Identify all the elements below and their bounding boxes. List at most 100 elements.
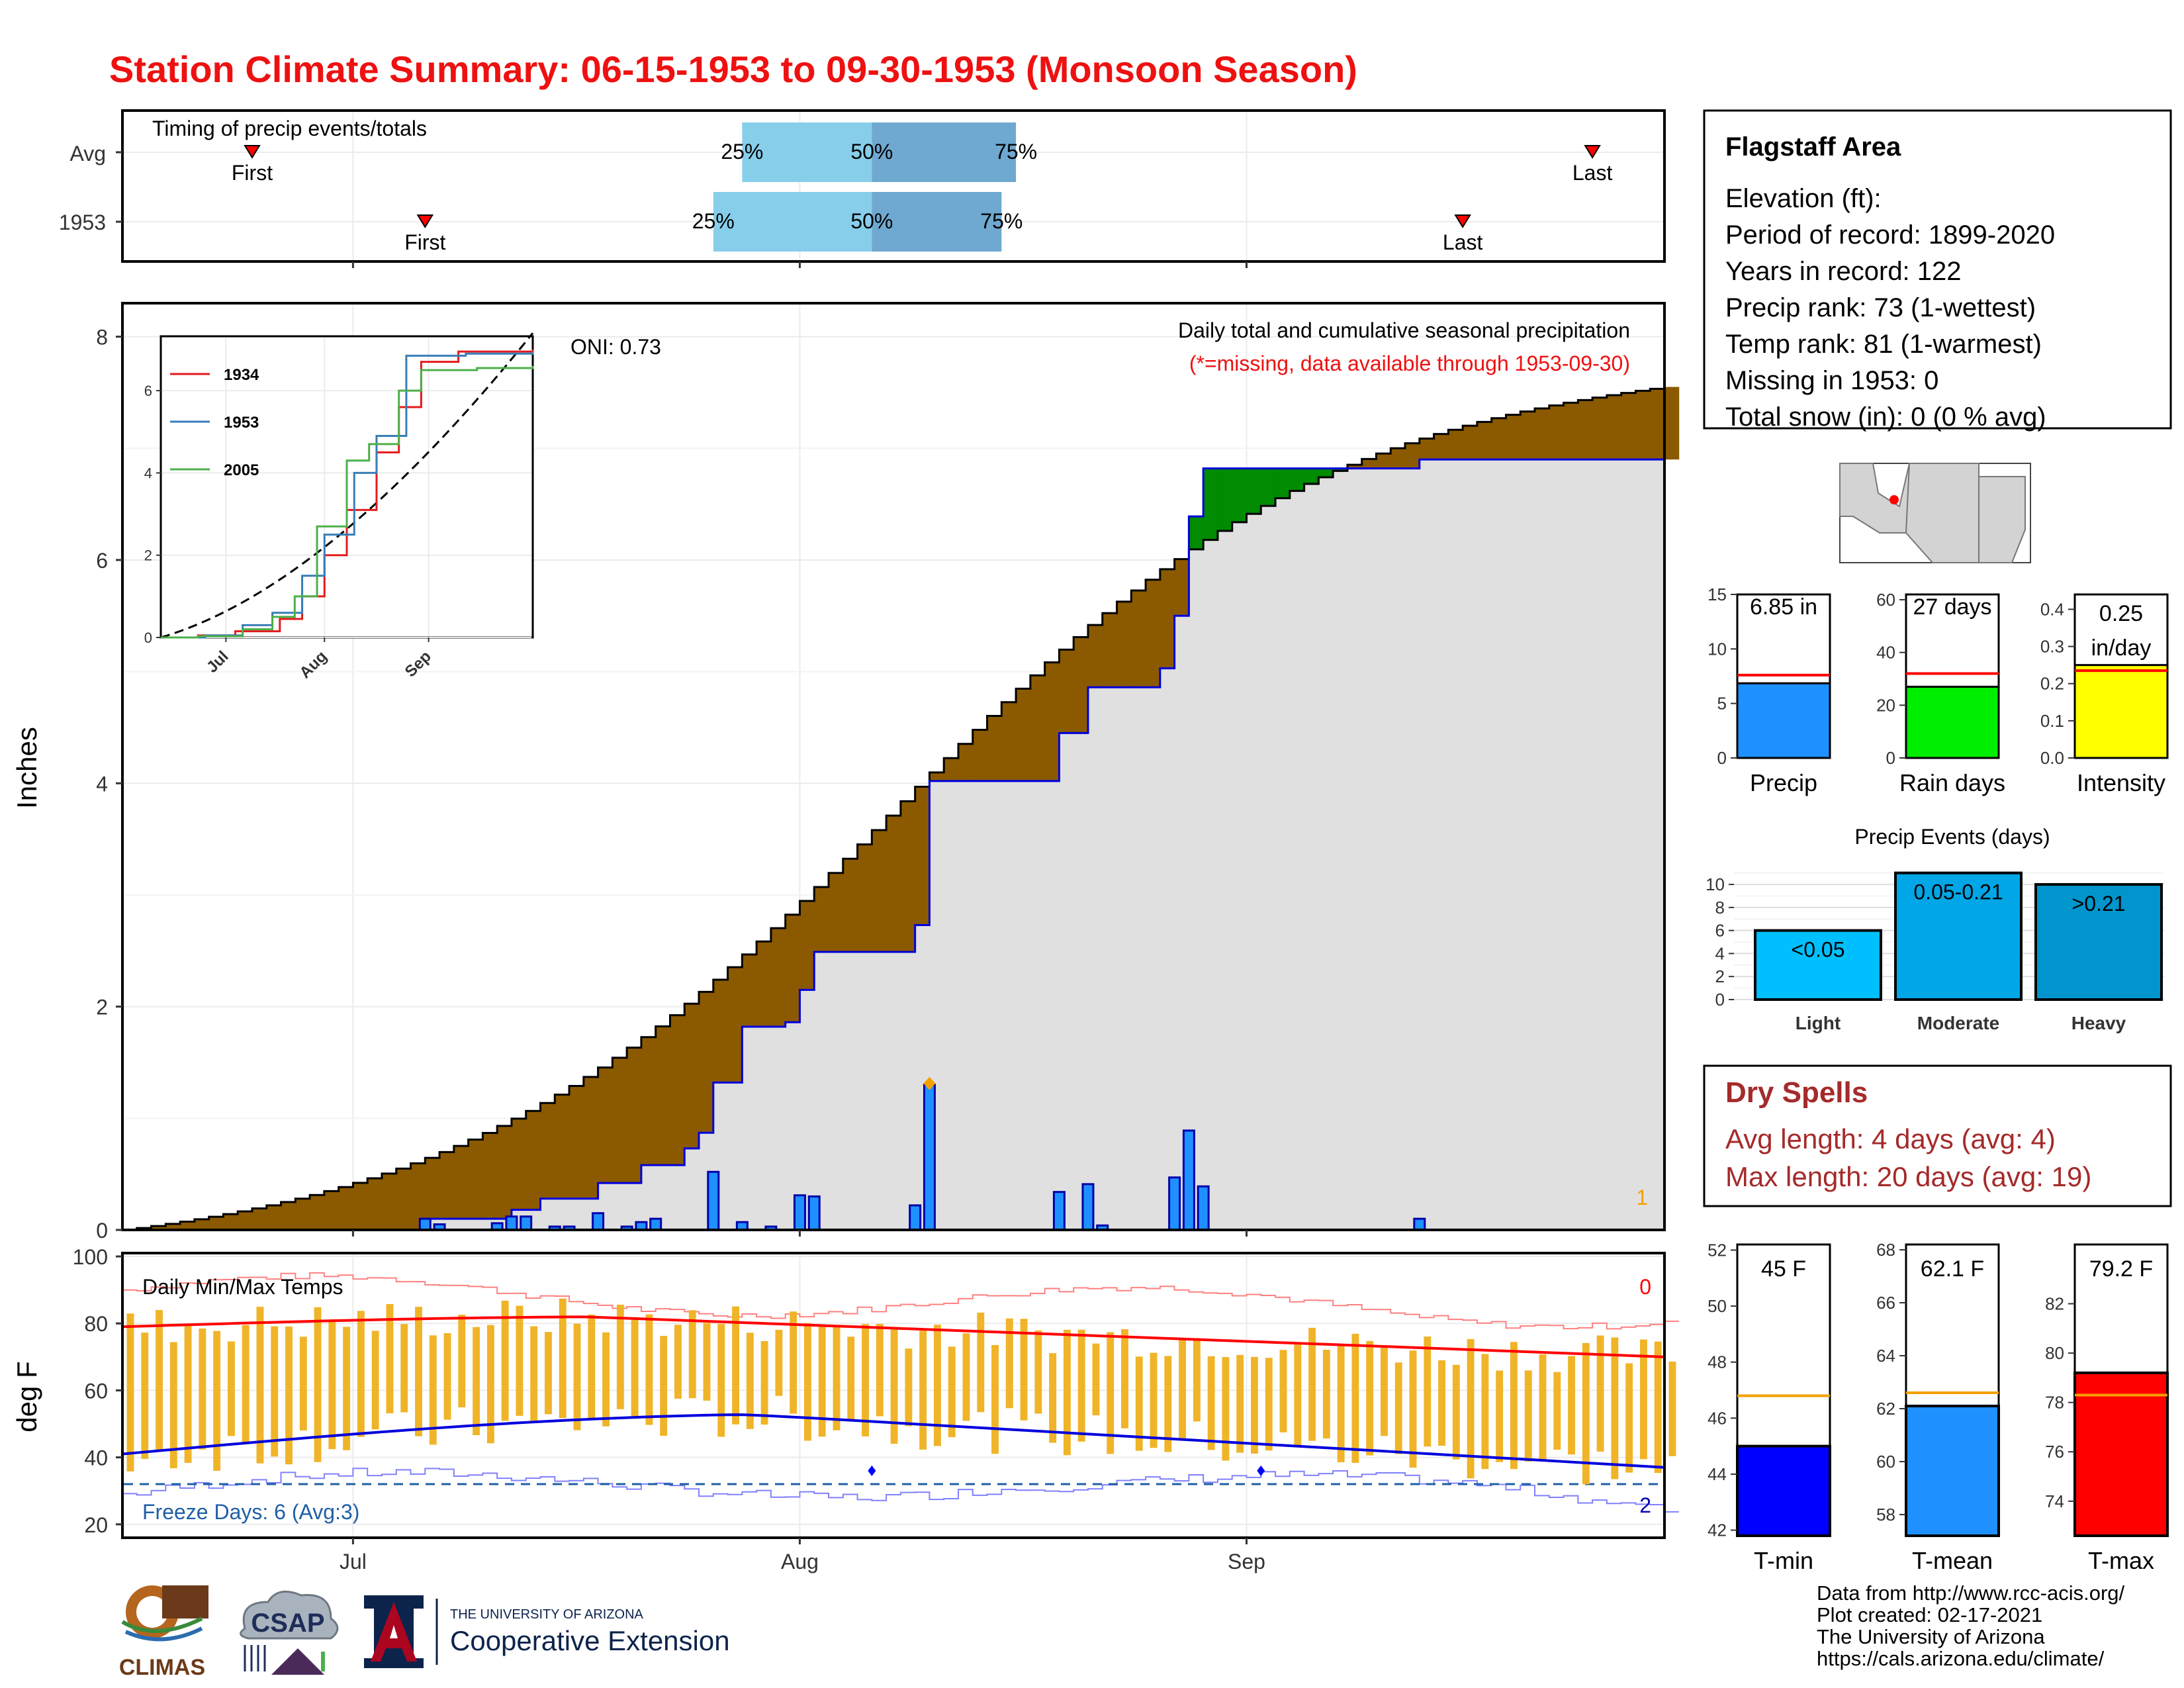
daily-temp-bar [833, 1326, 841, 1430]
daily-temp-bar [688, 1310, 696, 1399]
temperature-bar-charts: 42 44 46 48 50 52 45 F T-min 58 60 62 64 66 68 62.1 F T… [1707, 1240, 2169, 1574]
daily-temp-bar [1568, 1356, 1575, 1455]
daily-temp-bar [386, 1303, 394, 1414]
daily-temp-bar [1279, 1350, 1287, 1432]
svg-text:CSAP: CSAP [251, 1609, 324, 1638]
daily-temp-bar [473, 1327, 480, 1436]
daily-temp-bar [443, 1333, 451, 1420]
temp-bar-label: T-min [1754, 1547, 1813, 1574]
mini-bar-ytick: 0 [1717, 748, 1727, 768]
daily-temp-bar [732, 1306, 739, 1425]
daily-temp-bar [803, 1323, 811, 1441]
events-ytick: 8 [1715, 898, 1725, 917]
temp-bar-ytick: 64 [1876, 1346, 1895, 1366]
events-ytick: 0 [1715, 990, 1725, 1009]
daily-temp-bar [1394, 1362, 1402, 1454]
timing-first-marker [244, 145, 261, 159]
daily-temp-bar [1438, 1360, 1446, 1446]
observed-cumulative-area [122, 459, 1664, 1231]
daily-temp-bar [790, 1311, 797, 1414]
daily-temp-bar [1524, 1370, 1532, 1462]
daily-precip-bar [1081, 1183, 1095, 1231]
timing-iqr-upper [872, 122, 1017, 182]
daily-temp-bar [530, 1326, 538, 1421]
daily-temp-bar [1193, 1338, 1201, 1422]
events-ytick: 2 [1715, 966, 1725, 986]
average-min-temp-line [122, 1413, 1665, 1469]
daily-temp-bar [876, 1323, 884, 1417]
temp-bar-ytick: 78 [2045, 1393, 2064, 1413]
daily-temp-bar [486, 1325, 494, 1444]
timing-iqr-upper [872, 192, 1002, 252]
mini-bar-ytick: 60 [1876, 590, 1895, 610]
daily-temp-bar [156, 1310, 163, 1451]
daily-temp-bar [862, 1324, 869, 1436]
station-name: Flagstaff Area [1725, 132, 1901, 162]
daily-precip-bar [1168, 1176, 1181, 1231]
timing-panel: 25% 50% 75% First Last 25% 50% 75% First Last Tim… [59, 109, 1666, 268]
mini-bar-label: Precip [1750, 769, 1817, 796]
daily-temp-bar [1510, 1342, 1518, 1470]
daily-temp-bar [400, 1324, 408, 1413]
inset-legend-label: 1934 [224, 366, 259, 384]
daily-temp-bar [1351, 1333, 1359, 1463]
daily-temp-bar [991, 1344, 999, 1454]
precip-ytick: 6 [96, 549, 108, 573]
svg-text:THE UNIVERSITY OF ARIZONA: THE UNIVERSITY OF ARIZONA [450, 1607, 644, 1622]
station-line: Precip rank: 73 (1-wettest) [1725, 293, 2036, 322]
daily-temp-bar [1366, 1340, 1374, 1456]
ua-cooperative-extension-logo: THE UNIVERSITY OF ARIZONA Cooperative Ex… [361, 1585, 758, 1678]
precip-ytick: 2 [96, 996, 108, 1019]
temp-xtick: Jul [340, 1550, 367, 1573]
mini-bar-ytick: 40 [1876, 643, 1895, 663]
event-bar [1754, 929, 1882, 1002]
daily-temp-bar [328, 1319, 336, 1450]
dry-spells-box: Dry Spells Avg length: 4 days (avg: 4) M… [1703, 1064, 2172, 1207]
daily-temp-bar [905, 1348, 913, 1427]
daily-temp-bar [1308, 1327, 1316, 1441]
daily-temp-bar [645, 1314, 653, 1425]
temp-count-bottom: 2 [1639, 1493, 1651, 1517]
daily-temp-bar [1481, 1354, 1489, 1470]
temp-bar-ytick: 66 [1876, 1293, 1895, 1313]
daily-temp-bar [1539, 1354, 1547, 1460]
timing-first-marker [416, 214, 434, 228]
daily-temp-bar [1265, 1358, 1273, 1451]
daily-precip-bar [707, 1170, 720, 1231]
inset-series-line [161, 350, 534, 639]
temp-bar-ytick: 52 [1707, 1240, 1727, 1260]
temp-ytick: 80 [84, 1312, 108, 1336]
daily-temp-bar [1034, 1330, 1042, 1414]
daily-precip-bar [1197, 1185, 1210, 1231]
event-bar-label: >0.21 [2072, 892, 2126, 915]
daily-temp-bar [746, 1333, 754, 1429]
average-max-temp-line [122, 1315, 1665, 1358]
daily-precip-bar [649, 1217, 662, 1231]
daily-temp-bar [1063, 1329, 1071, 1456]
daily-temp-bar [1625, 1363, 1633, 1473]
inset-average-line [160, 332, 534, 639]
mini-bar-ytick: 0.1 [2040, 711, 2064, 731]
daily-temp-bar [890, 1328, 898, 1444]
daily-temp-bar [343, 1327, 351, 1450]
daily-temp-bar [1222, 1357, 1230, 1461]
timing-first-label: First [404, 230, 445, 254]
precip-ytick: 0 [96, 1219, 108, 1243]
daily-temp-bar [1467, 1338, 1475, 1479]
dry-spells-title: Dry Spells [1725, 1076, 1868, 1109]
temp-bar-ytick: 62 [1876, 1399, 1895, 1419]
mini-bar [2073, 664, 2169, 759]
temp-bar-ytick: 76 [2045, 1442, 2064, 1462]
mini-bar-value: 6.85 in [1750, 594, 1817, 620]
dry-spells-avg: Avg length: 4 days (avg: 4) [1725, 1123, 2056, 1154]
daily-precip-bar [592, 1212, 605, 1231]
daily-temp-bar [1322, 1350, 1330, 1439]
inset-ytick: 0 [144, 630, 152, 646]
daily-temp-bar [775, 1329, 783, 1396]
daily-temp-bar [213, 1331, 221, 1471]
daily-temp-bar [1424, 1336, 1432, 1447]
daily-temp-bar [415, 1307, 422, 1436]
daily-temp-bar [271, 1326, 279, 1457]
